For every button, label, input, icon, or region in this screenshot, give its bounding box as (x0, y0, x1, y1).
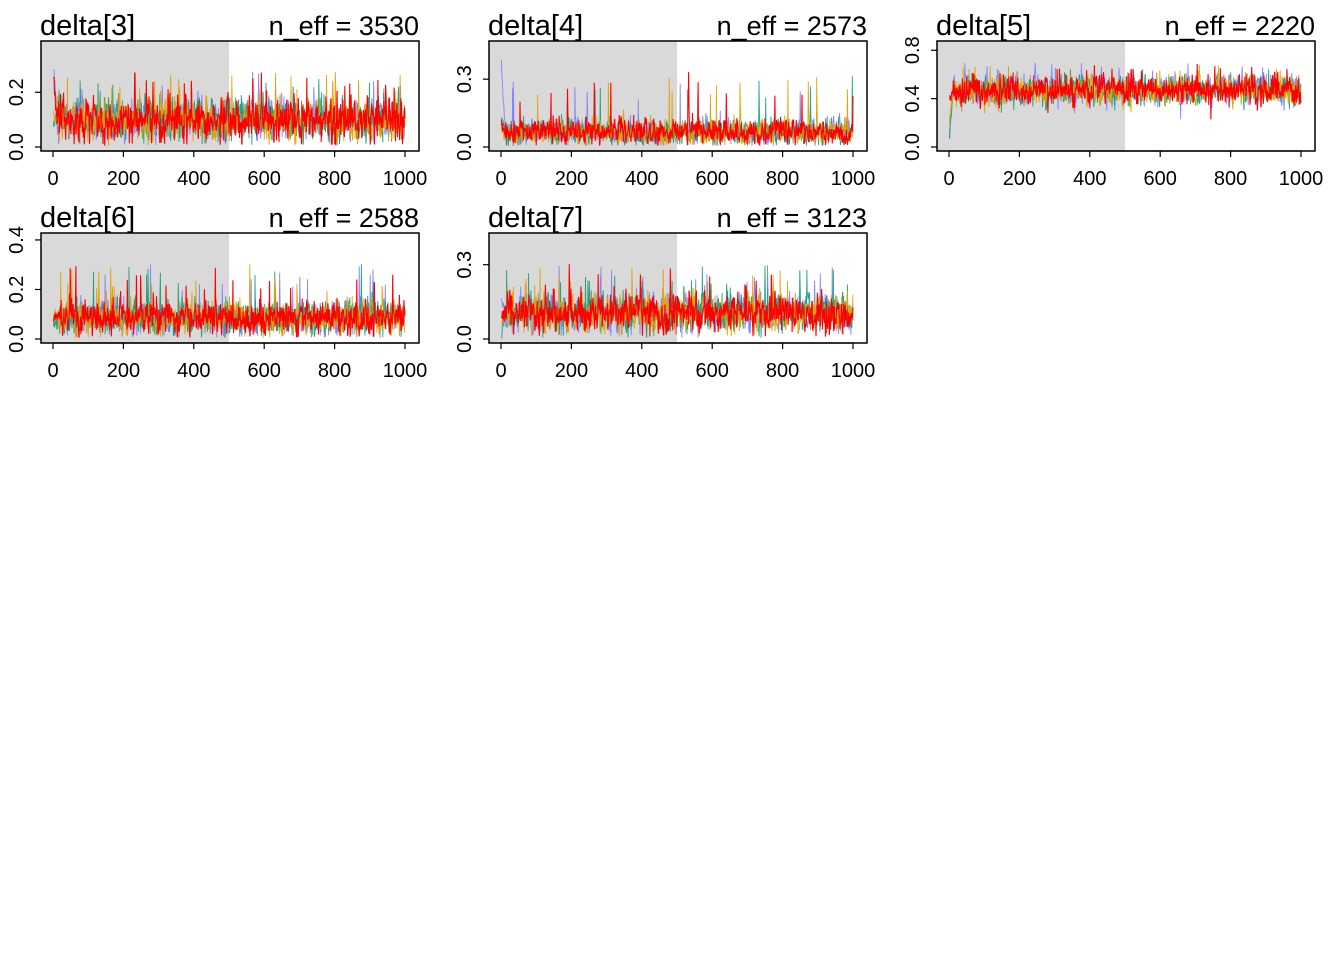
y-tick-label: 0.0 (454, 133, 476, 161)
trace-panel: 0 200 400 600 800 1000 0.0 0.4 0.8 delta[5] n_eff … (902, 10, 1323, 190)
y-tick-label: 0.4 (6, 226, 28, 254)
x-tick-label: 200 (555, 360, 588, 382)
x-tick-label: 200 (107, 168, 140, 190)
y-tick-label: 0.2 (6, 78, 28, 106)
panel-title: delta[6] (40, 202, 135, 234)
x-tick-label: 1000 (1279, 168, 1324, 190)
x-tick-label: 800 (766, 168, 799, 190)
y-tick-label: 0.4 (902, 85, 924, 113)
n-eff-label: n_eff = 2220 (1165, 11, 1315, 41)
trace-panel: 0 200 400 600 800 1000 0.0 0.2 0.4 delta[6] n_eff … (6, 202, 427, 382)
n-eff-label: n_eff = 2588 (269, 203, 419, 233)
x-tick-label: 200 (555, 168, 588, 190)
y-tick-label: 0.0 (454, 325, 476, 353)
y-tick-label: 0.8 (902, 36, 924, 64)
x-tick-label: 1000 (831, 168, 876, 190)
trace-panel: 0 200 400 600 800 1000 0.0 0.3 delta[4] n_eff = 2… (454, 10, 875, 190)
panel-title: delta[4] (488, 10, 583, 42)
x-tick-label: 0 (47, 360, 58, 382)
n-eff-label: n_eff = 2573 (717, 11, 867, 41)
trace-panel: 0 200 400 600 800 1000 0.0 0.2 delta[3] n_eff = 3… (6, 10, 427, 190)
x-tick-label: 400 (1073, 168, 1106, 190)
chain-4-line (500, 72, 854, 147)
chain-4-line (52, 266, 406, 338)
x-tick-label: 1000 (831, 360, 876, 382)
y-tick-label: 0.3 (454, 65, 476, 93)
chain-traces (52, 264, 406, 338)
x-tick-label: 600 (248, 360, 281, 382)
y-tick-label: 0.3 (454, 251, 476, 279)
y-tick-label: 0.0 (902, 133, 924, 161)
x-tick-label: 0 (47, 168, 58, 190)
chain-4-line (52, 72, 406, 146)
chain-3-line (52, 71, 406, 146)
chain-traces (52, 68, 406, 146)
x-tick-label: 800 (318, 168, 351, 190)
x-tick-label: 600 (696, 168, 729, 190)
panel-title: delta[5] (936, 10, 1031, 42)
x-tick-label: 200 (1003, 168, 1036, 190)
x-tick-label: 600 (1144, 168, 1177, 190)
y-tick-label: 0.0 (6, 133, 28, 161)
x-tick-label: 0 (495, 168, 506, 190)
chain-traces (500, 264, 854, 339)
chain-traces (948, 62, 1302, 139)
x-tick-label: 400 (625, 360, 658, 382)
x-tick-label: 800 (766, 360, 799, 382)
x-tick-label: 0 (495, 360, 506, 382)
x-tick-label: 1000 (383, 168, 428, 190)
chain-4-line (948, 63, 1302, 120)
x-tick-label: 600 (248, 168, 281, 190)
panel-title: delta[3] (40, 10, 135, 42)
x-tick-label: 200 (107, 360, 140, 382)
x-tick-label: 800 (318, 360, 351, 382)
trace-panel: 0 200 400 600 800 1000 0.0 0.3 delta[7] n_eff = 3… (454, 202, 875, 382)
y-tick-label: 0.2 (6, 276, 28, 304)
x-tick-label: 0 (943, 168, 954, 190)
x-tick-label: 800 (1214, 168, 1247, 190)
x-tick-label: 600 (696, 360, 729, 382)
n-eff-label: n_eff = 3530 (269, 11, 419, 41)
chain-4-line (501, 264, 854, 337)
x-tick-label: 1000 (383, 360, 428, 382)
x-tick-label: 400 (177, 360, 210, 382)
panel-title: delta[7] (488, 202, 583, 234)
n-eff-label: n_eff = 3123 (717, 203, 867, 233)
chain-traces (500, 59, 854, 147)
x-tick-label: 400 (177, 168, 210, 190)
y-tick-label: 0.0 (6, 325, 28, 353)
x-tick-label: 400 (625, 168, 658, 190)
